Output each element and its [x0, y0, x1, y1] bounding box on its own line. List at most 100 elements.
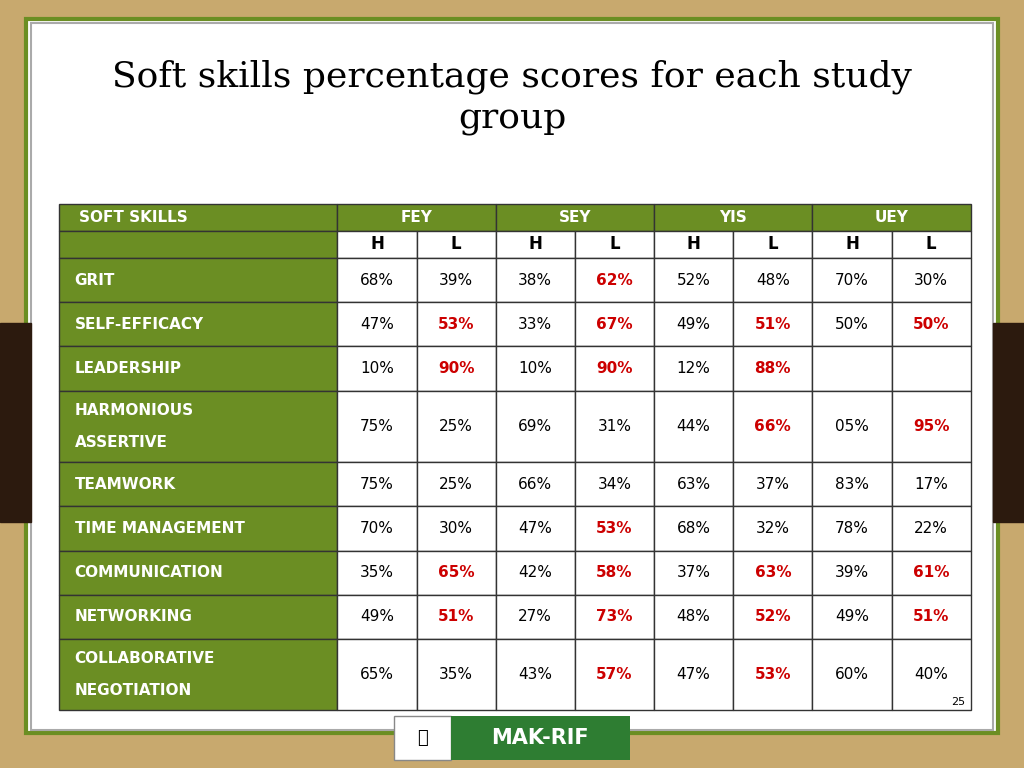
- Bar: [654, 391, 733, 462]
- Bar: [574, 303, 654, 346]
- Bar: [733, 258, 812, 303]
- Text: 44%: 44%: [677, 419, 711, 434]
- Text: 60%: 60%: [835, 667, 869, 682]
- Text: 42%: 42%: [518, 565, 552, 580]
- Bar: [337, 204, 496, 231]
- Text: Soft skills percentage scores for each study: Soft skills percentage scores for each s…: [112, 60, 912, 94]
- Text: 53%: 53%: [596, 521, 633, 536]
- Text: TEAMWORK: TEAMWORK: [75, 477, 176, 492]
- Text: 70%: 70%: [360, 521, 394, 536]
- Bar: [496, 594, 574, 639]
- Text: GRIT: GRIT: [75, 273, 115, 288]
- Bar: [394, 716, 451, 760]
- Text: 49%: 49%: [360, 609, 394, 624]
- Text: 05%: 05%: [835, 419, 869, 434]
- Bar: [892, 258, 971, 303]
- Bar: [812, 204, 971, 231]
- Bar: [812, 258, 892, 303]
- Text: 53%: 53%: [438, 317, 474, 332]
- Bar: [417, 639, 496, 710]
- Text: 62%: 62%: [596, 273, 633, 288]
- Text: 25: 25: [951, 697, 966, 707]
- Bar: [733, 303, 812, 346]
- FancyBboxPatch shape: [26, 19, 998, 733]
- Text: 17%: 17%: [914, 477, 948, 492]
- Text: 90%: 90%: [438, 361, 474, 376]
- Text: 51%: 51%: [913, 609, 949, 624]
- Text: 73%: 73%: [596, 609, 633, 624]
- Bar: [337, 462, 417, 506]
- Bar: [812, 303, 892, 346]
- Bar: [574, 551, 654, 594]
- Bar: [496, 506, 574, 551]
- Bar: [337, 303, 417, 346]
- Bar: [337, 551, 417, 594]
- Bar: [812, 462, 892, 506]
- Text: COMMUNICATION: COMMUNICATION: [75, 565, 223, 580]
- Text: 39%: 39%: [835, 565, 869, 580]
- Bar: [654, 258, 733, 303]
- Bar: [59, 231, 337, 258]
- Text: 32%: 32%: [756, 521, 790, 536]
- Text: 30%: 30%: [914, 273, 948, 288]
- Bar: [892, 346, 971, 391]
- Text: 49%: 49%: [835, 609, 869, 624]
- Bar: [812, 594, 892, 639]
- Text: 33%: 33%: [518, 317, 552, 332]
- Text: LEADERSHIP: LEADERSHIP: [75, 361, 181, 376]
- Text: H: H: [687, 236, 700, 253]
- Text: group: group: [458, 102, 566, 136]
- Bar: [0, 323, 31, 522]
- Bar: [892, 231, 971, 258]
- Text: 78%: 78%: [835, 521, 869, 536]
- Text: 51%: 51%: [755, 317, 791, 332]
- Text: H: H: [370, 236, 384, 253]
- Bar: [654, 204, 812, 231]
- Text: 30%: 30%: [439, 521, 473, 536]
- Text: 52%: 52%: [755, 609, 792, 624]
- Bar: [812, 639, 892, 710]
- Text: 58%: 58%: [596, 565, 633, 580]
- Text: 67%: 67%: [596, 317, 633, 332]
- Text: 10%: 10%: [360, 361, 394, 376]
- Bar: [574, 258, 654, 303]
- Bar: [496, 391, 574, 462]
- Bar: [496, 551, 574, 594]
- Bar: [812, 346, 892, 391]
- Bar: [574, 346, 654, 391]
- Bar: [993, 323, 1024, 522]
- Bar: [417, 346, 496, 391]
- Text: 61%: 61%: [913, 565, 949, 580]
- Bar: [417, 303, 496, 346]
- Text: ASSERTIVE: ASSERTIVE: [75, 435, 168, 449]
- Text: 65%: 65%: [360, 667, 394, 682]
- Text: 63%: 63%: [677, 477, 711, 492]
- Bar: [496, 346, 574, 391]
- Bar: [496, 639, 574, 710]
- Bar: [59, 551, 337, 594]
- Text: 53%: 53%: [755, 667, 792, 682]
- Text: L: L: [768, 236, 778, 253]
- Bar: [812, 551, 892, 594]
- Text: 66%: 66%: [518, 477, 552, 492]
- Text: 37%: 37%: [677, 565, 711, 580]
- Text: 83%: 83%: [835, 477, 869, 492]
- Bar: [892, 303, 971, 346]
- Bar: [892, 551, 971, 594]
- Bar: [892, 594, 971, 639]
- Text: TIME MANAGEMENT: TIME MANAGEMENT: [75, 521, 245, 536]
- Text: 38%: 38%: [518, 273, 552, 288]
- Text: 68%: 68%: [360, 273, 394, 288]
- Bar: [496, 462, 574, 506]
- Text: HARMONIOUS: HARMONIOUS: [75, 403, 194, 419]
- Bar: [59, 204, 337, 231]
- Bar: [654, 551, 733, 594]
- Bar: [59, 303, 337, 346]
- Text: L: L: [451, 236, 462, 253]
- Text: 95%: 95%: [913, 419, 949, 434]
- Bar: [337, 391, 417, 462]
- Text: 50%: 50%: [913, 317, 949, 332]
- Bar: [892, 462, 971, 506]
- Text: 47%: 47%: [518, 521, 552, 536]
- Bar: [654, 346, 733, 391]
